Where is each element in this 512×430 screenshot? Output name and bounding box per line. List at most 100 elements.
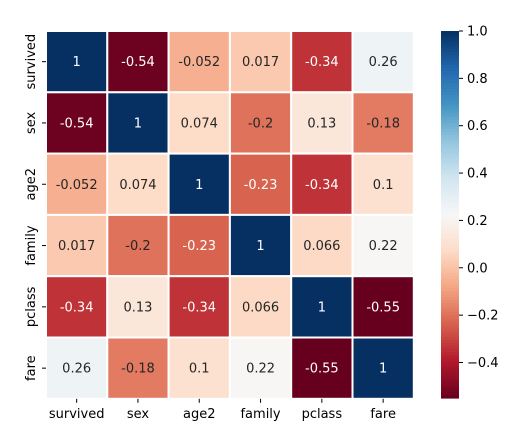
colorbar-segment xyxy=(441,342,459,347)
colorbar-segment xyxy=(441,134,459,139)
cell-value-label: 0.066 xyxy=(242,300,279,315)
colorbar-segment xyxy=(441,379,459,384)
heatmap-cell xyxy=(167,213,231,278)
cell-value-label: -0.18 xyxy=(121,362,155,377)
x-tick-label: fare xyxy=(370,407,396,422)
colorbar-segment xyxy=(441,159,459,164)
colorbar-segment xyxy=(441,52,459,57)
colorbar-segment xyxy=(441,266,459,271)
colorbar-segment xyxy=(441,339,459,344)
cell-value-label: -0.55 xyxy=(366,300,400,315)
colorbar-segment xyxy=(441,333,459,338)
colorbar-segment xyxy=(441,208,459,213)
cell-value-label: -0.34 xyxy=(60,300,94,315)
colorbar-segment xyxy=(441,327,459,332)
heatmap-cell xyxy=(351,30,415,94)
colorbar-segment xyxy=(441,367,459,372)
colorbar-segment xyxy=(441,58,459,63)
colorbar-segment xyxy=(441,300,459,304)
x-tick-label: sex xyxy=(127,407,150,422)
colorbar-segment xyxy=(441,312,459,317)
cell-value-label: 0.13 xyxy=(123,300,152,315)
colorbar-segment xyxy=(441,128,459,133)
colorbar-segment xyxy=(441,113,459,118)
cell-value-label: -0.18 xyxy=(366,116,400,131)
cell-value-label: 0.22 xyxy=(369,239,398,254)
heatmap-cell xyxy=(290,152,354,216)
colorbar-segment xyxy=(441,180,459,185)
colorbar-segment xyxy=(441,177,459,182)
colorbar-segment xyxy=(441,358,459,362)
cell-value-label: 0.066 xyxy=(303,239,340,254)
colorbar-segment xyxy=(441,364,459,369)
cell-value-label: -0.2 xyxy=(248,116,273,131)
colorbar-tick-label: 0.4 xyxy=(467,167,488,182)
x-tick-label: age2 xyxy=(183,407,216,422)
colorbar: 1.0 0.8 0.6 0.4 0.2 0.0 −0.2 −0.4 xyxy=(441,25,499,399)
colorbar-segment xyxy=(441,86,459,90)
colorbar-segment xyxy=(441,98,459,102)
colorbar-segment xyxy=(441,352,459,356)
cell-value-label: 1 xyxy=(134,116,142,131)
colorbar-segment xyxy=(441,245,459,249)
colorbar-segment xyxy=(441,202,459,206)
cell-value-label: 1 xyxy=(379,362,387,377)
colorbar-segment xyxy=(441,171,459,176)
x-tick-label: family xyxy=(240,407,280,422)
cell-value-label: 0.017 xyxy=(242,55,279,70)
heatmap-cell xyxy=(106,152,170,216)
colorbar-tick-label: 0.8 xyxy=(467,72,488,87)
cell-value-label: 0.1 xyxy=(189,362,210,377)
cell-value-label: 0.074 xyxy=(181,116,218,131)
colorbar-segment xyxy=(441,193,459,197)
colorbar-segment xyxy=(441,61,459,66)
colorbar-segment xyxy=(441,31,459,35)
cell-value-label: 1 xyxy=(256,239,264,254)
heatmap-cells xyxy=(45,30,415,400)
colorbar-segment xyxy=(441,183,459,188)
heatmap-cell xyxy=(167,275,231,339)
heatmap-cell xyxy=(228,213,293,278)
colorbar-segment xyxy=(441,376,459,381)
cell-value-label: 1 xyxy=(318,300,326,315)
heatmap-cell xyxy=(45,213,109,278)
colorbar-tick-label: −0.2 xyxy=(467,309,499,324)
colorbar-segment xyxy=(441,346,459,350)
colorbar-segment xyxy=(441,110,459,115)
colorbar-segment xyxy=(441,382,459,387)
colorbar-segment xyxy=(441,294,459,298)
heatmap-cell xyxy=(351,336,415,400)
x-axis: survived sex age2 family pclass fare xyxy=(49,398,396,422)
colorbar-segment xyxy=(441,199,459,203)
colorbar-segment xyxy=(441,196,459,200)
colorbar-segment xyxy=(441,43,459,47)
cell-value-label: 1 xyxy=(195,178,203,193)
colorbar-segment xyxy=(441,284,459,289)
colorbar-segment xyxy=(441,79,459,84)
colorbar-segment xyxy=(441,131,459,136)
heatmap-cell xyxy=(228,152,293,216)
cell-value-label: -0.23 xyxy=(182,239,216,254)
colorbar-segment xyxy=(441,303,459,307)
colorbar-segment xyxy=(441,217,459,222)
colorbar-segment xyxy=(441,269,459,274)
colorbar-tick-label: 0.0 xyxy=(467,261,488,276)
colorbar-segment xyxy=(441,229,459,234)
cell-value-label: -0.54 xyxy=(121,55,155,70)
colorbar-segment xyxy=(441,278,459,283)
colorbar-segment xyxy=(441,324,459,329)
y-tick-label: fare xyxy=(24,355,39,381)
colorbar-segment xyxy=(441,287,459,292)
x-tick-label: survived xyxy=(49,407,105,422)
heatmap-cell-labels: 1 -0.54 -0.052 0.017 -0.34 0.26 -0.54 1 0.074 -0.… xyxy=(56,55,400,377)
colorbar-segment xyxy=(441,257,459,261)
colorbar-segment xyxy=(441,92,459,96)
colorbar-segment xyxy=(441,190,459,194)
cell-value-label: 0.074 xyxy=(119,178,156,193)
colorbar-segment xyxy=(441,107,459,112)
colorbar-segment xyxy=(441,281,459,286)
colorbar-segment xyxy=(441,95,459,99)
cell-value-label: 0.017 xyxy=(58,239,95,254)
colorbar-segment xyxy=(441,205,459,209)
colorbar-segment xyxy=(441,232,459,237)
